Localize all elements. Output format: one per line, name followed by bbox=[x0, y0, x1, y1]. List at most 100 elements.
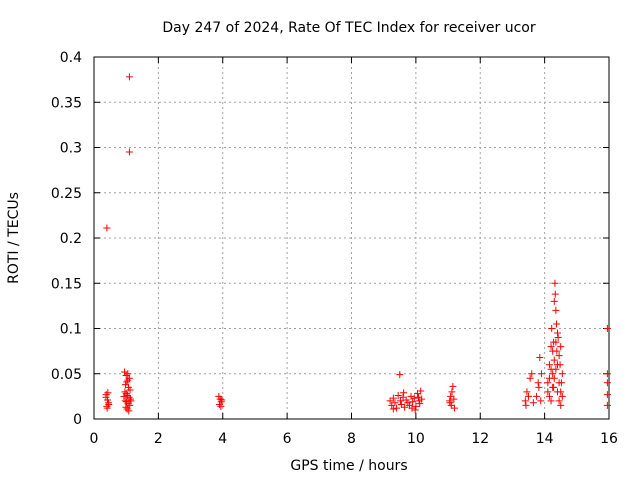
data-point bbox=[126, 401, 134, 409]
data-point bbox=[411, 406, 419, 414]
x-tick-labels: 0 2 4 6 8 10 12 14 16 bbox=[90, 431, 618, 447]
y-tick-label: 0.4 bbox=[60, 50, 82, 66]
data-point bbox=[401, 403, 409, 411]
data-point bbox=[534, 379, 542, 387]
data-point bbox=[414, 393, 422, 401]
y-axis-label: ROTI / TECUs bbox=[6, 192, 22, 284]
data-point bbox=[533, 392, 541, 400]
data-point bbox=[545, 374, 553, 382]
y-tick-label: 0.05 bbox=[51, 367, 82, 383]
data-point bbox=[120, 392, 128, 400]
data-point bbox=[528, 370, 536, 378]
y-tick-label: 0.1 bbox=[60, 322, 82, 338]
data-point bbox=[555, 352, 563, 360]
y-tick-label: 0.3 bbox=[60, 141, 82, 157]
x-tick-label: 16 bbox=[600, 431, 618, 447]
data-point bbox=[544, 379, 552, 387]
data-point bbox=[536, 353, 544, 361]
x-tick-label: 2 bbox=[154, 431, 163, 447]
data-point bbox=[450, 395, 458, 403]
data-point bbox=[123, 398, 131, 406]
data-point bbox=[123, 405, 131, 413]
data-point bbox=[523, 388, 531, 396]
data-point bbox=[416, 400, 424, 408]
data-point bbox=[557, 401, 565, 409]
data-point bbox=[451, 404, 458, 412]
data-point bbox=[537, 370, 545, 378]
data-point bbox=[553, 347, 561, 355]
data-point bbox=[603, 401, 611, 409]
data-point bbox=[124, 370, 132, 378]
data-point bbox=[547, 343, 555, 351]
data-point bbox=[218, 396, 226, 404]
data-point bbox=[418, 395, 426, 403]
data-point bbox=[558, 370, 566, 378]
data-point bbox=[123, 391, 131, 399]
data-point bbox=[551, 279, 559, 287]
data-point bbox=[105, 401, 113, 409]
data-point bbox=[550, 356, 558, 364]
data-point bbox=[396, 371, 404, 379]
data-point bbox=[121, 388, 129, 396]
data-point bbox=[396, 397, 404, 405]
data-point bbox=[127, 397, 135, 405]
x-tick-label: 12 bbox=[471, 431, 489, 447]
data-point bbox=[551, 290, 559, 298]
data-point bbox=[552, 338, 560, 346]
data-point bbox=[550, 383, 558, 391]
data-point bbox=[125, 407, 133, 415]
data-point bbox=[389, 405, 397, 413]
data-point bbox=[547, 365, 555, 373]
data-point bbox=[124, 376, 132, 384]
y-tick-label: 0.15 bbox=[51, 276, 82, 292]
data-point bbox=[557, 388, 565, 396]
data-point bbox=[449, 382, 457, 390]
data-point bbox=[603, 391, 611, 399]
data-point bbox=[549, 370, 557, 378]
data-point bbox=[448, 388, 456, 396]
x-tick-label: 6 bbox=[283, 431, 292, 447]
data-point bbox=[603, 370, 611, 378]
data-point bbox=[410, 394, 418, 402]
data-point bbox=[557, 343, 565, 351]
y-tick-label: 0.2 bbox=[60, 231, 82, 247]
data-point bbox=[550, 297, 558, 305]
data-point bbox=[125, 374, 133, 382]
data-point bbox=[400, 389, 408, 397]
data-point bbox=[409, 398, 417, 406]
data-point bbox=[545, 361, 553, 369]
data-point bbox=[104, 389, 112, 397]
data-point bbox=[103, 224, 111, 232]
data-point bbox=[544, 388, 552, 396]
data-point bbox=[525, 392, 533, 400]
data-point bbox=[547, 397, 555, 405]
data-point bbox=[545, 392, 553, 400]
data-point bbox=[603, 379, 611, 387]
data-point bbox=[216, 401, 224, 409]
x-tick-label: 0 bbox=[90, 431, 99, 447]
axis-ticks bbox=[93, 56, 610, 420]
y-tick-labels: 0 0.05 0.1 0.15 0.2 0.25 0.3 0.35 0.4 bbox=[51, 50, 82, 428]
data-point bbox=[408, 404, 416, 412]
data-point bbox=[535, 383, 543, 391]
grid-lines bbox=[94, 57, 609, 419]
y-tick-label: 0 bbox=[73, 412, 82, 428]
data-point bbox=[394, 391, 402, 399]
data-point bbox=[555, 397, 563, 405]
data-point bbox=[548, 325, 556, 332]
data-point bbox=[217, 402, 225, 410]
data-point bbox=[126, 395, 134, 403]
data-point bbox=[555, 379, 563, 387]
data-point bbox=[552, 306, 560, 314]
data-point bbox=[125, 393, 133, 401]
y-tick-label: 0.25 bbox=[51, 186, 82, 202]
data-point bbox=[389, 394, 397, 402]
x-tick-label: 14 bbox=[536, 431, 554, 447]
data-point bbox=[393, 404, 401, 412]
x-tick-label: 8 bbox=[347, 431, 356, 447]
x-axis-label: GPS time / hours bbox=[290, 458, 407, 474]
data-point bbox=[554, 361, 561, 369]
data-point bbox=[522, 401, 530, 409]
data-point bbox=[407, 392, 415, 400]
